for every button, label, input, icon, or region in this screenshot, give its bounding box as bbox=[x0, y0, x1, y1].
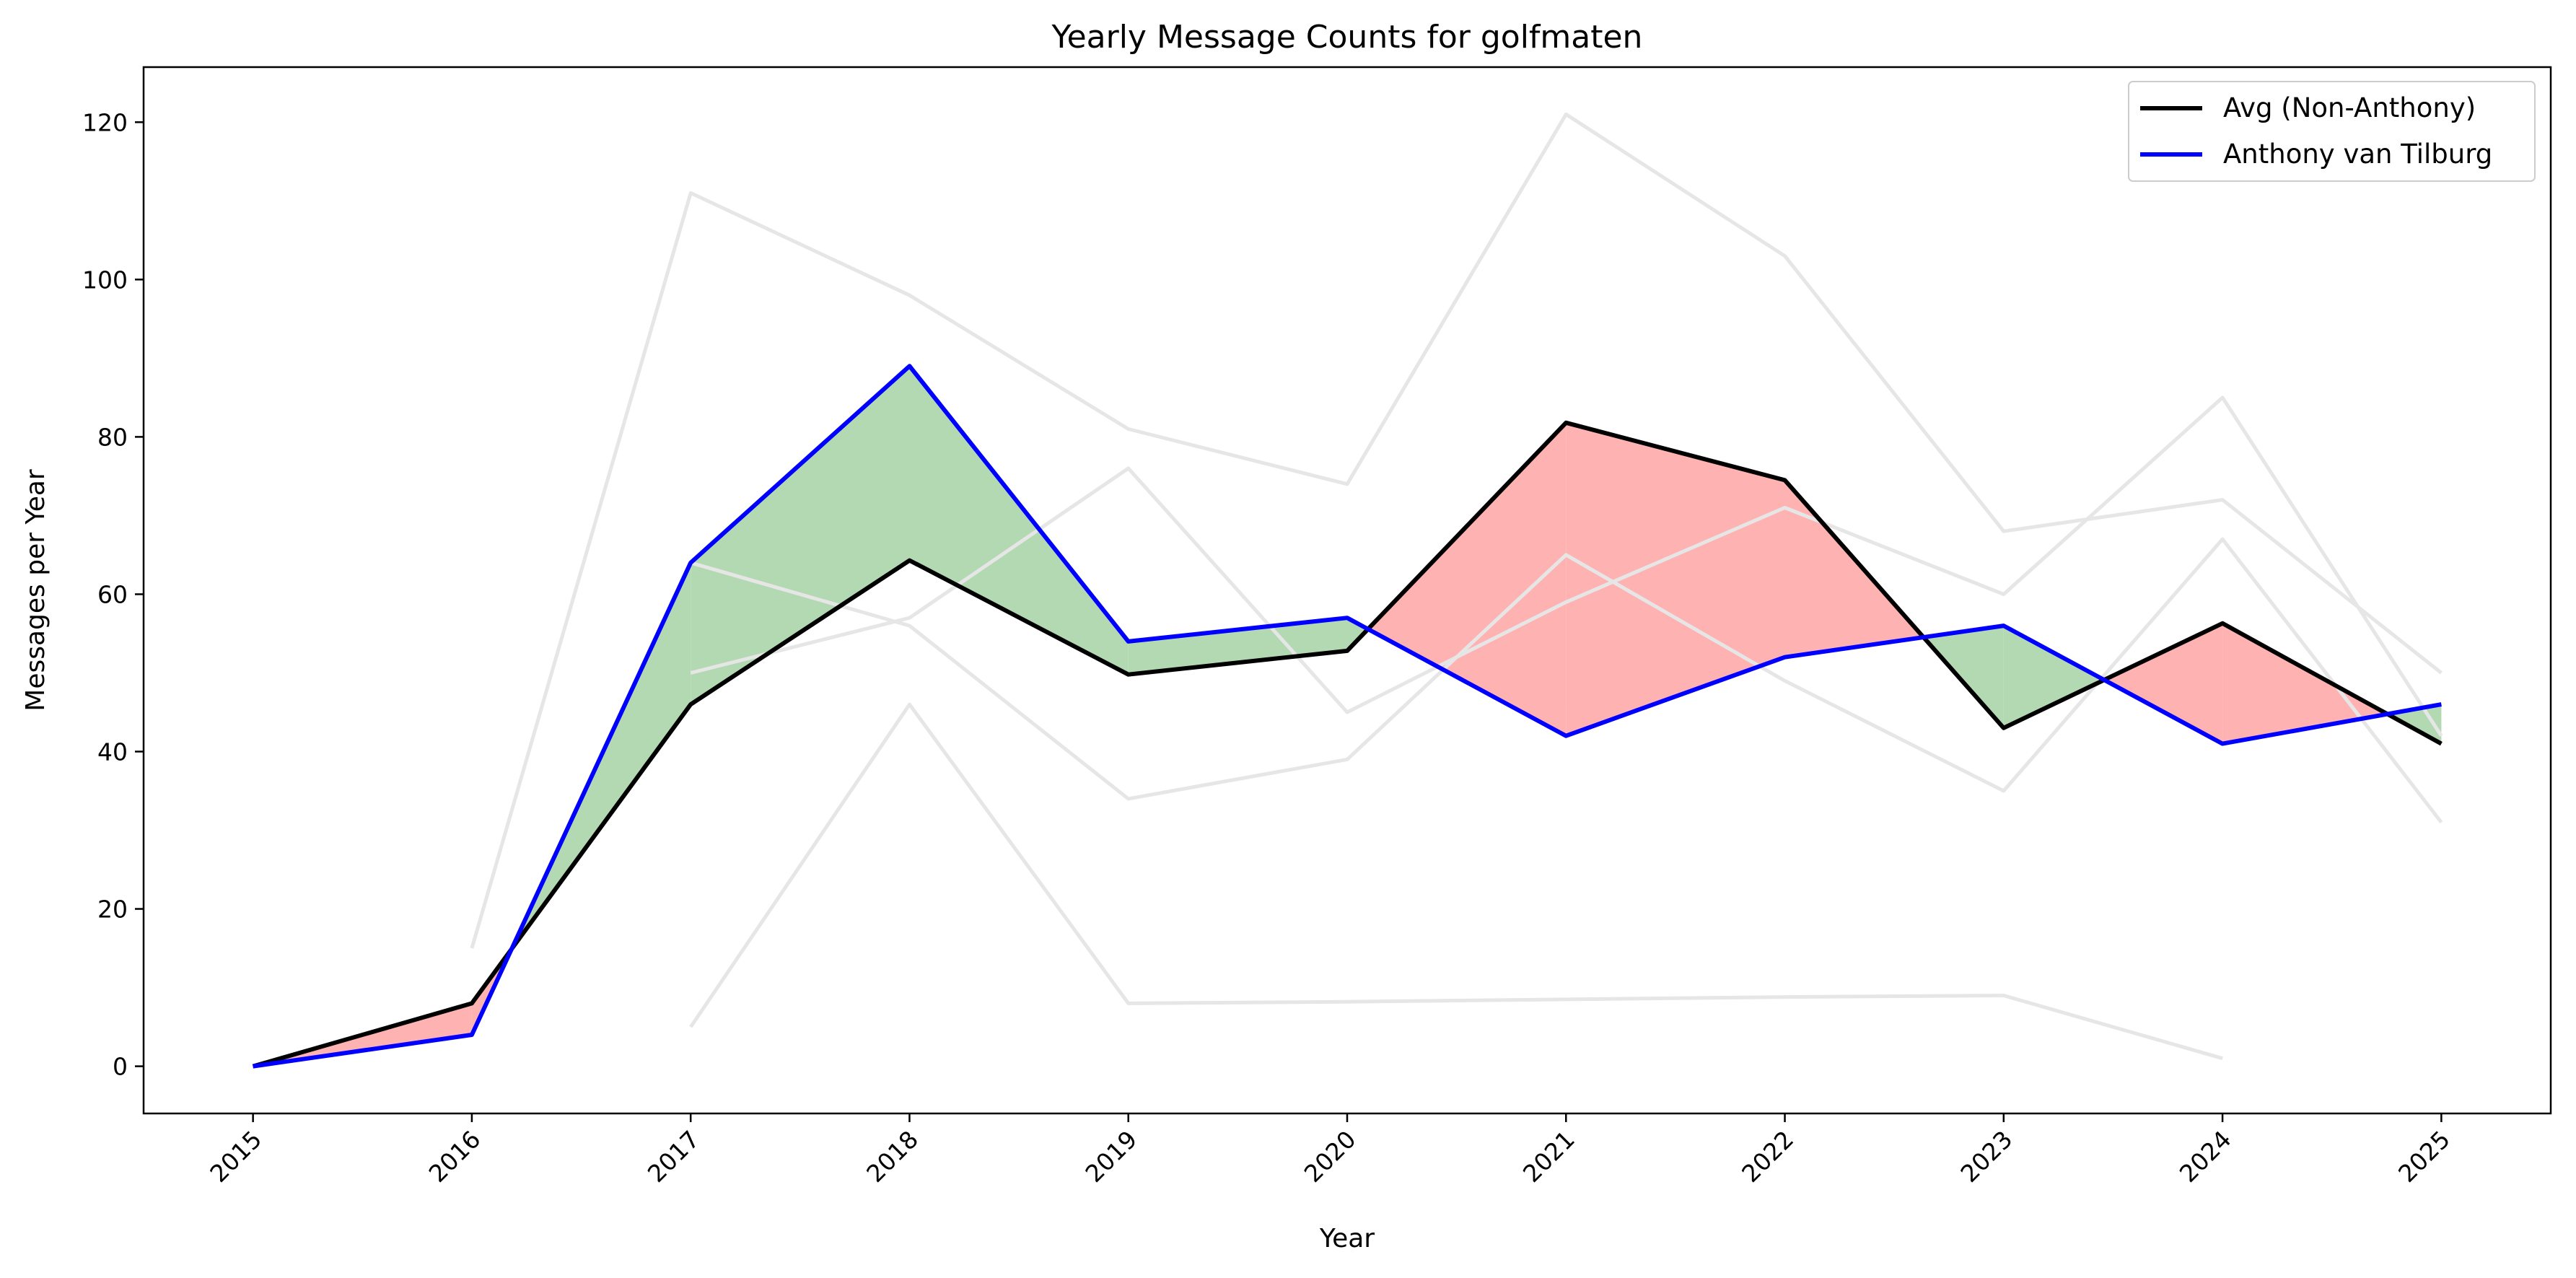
y-tick-label: 120 bbox=[82, 108, 128, 136]
chart-title: Yearly Message Counts for golfmaten bbox=[1051, 19, 1643, 56]
fill-anthony-above-avg bbox=[691, 366, 910, 705]
x-axis-ticks: 2015 2016 2017 2018 2019 2020 2021 2022 2023 2024… bbox=[204, 1113, 2455, 1188]
anthony-van-tilburg-line bbox=[253, 364, 2442, 1069]
y-tick-label: 0 bbox=[113, 1053, 128, 1081]
x-tick-label: 2018 bbox=[861, 1125, 924, 1188]
x-tick-label: 2016 bbox=[424, 1125, 486, 1188]
y-tick-label: 80 bbox=[97, 423, 128, 451]
x-tick-label: 2021 bbox=[1517, 1125, 1580, 1188]
y-tick-label: 20 bbox=[97, 896, 128, 924]
background-lines bbox=[470, 112, 2443, 1061]
x-tick-label: 2023 bbox=[1955, 1125, 2018, 1188]
legend-label-anthony: Anthony van Tilburg bbox=[2223, 139, 2492, 170]
fill-anthony-below-avg bbox=[1566, 422, 1785, 736]
difference-fills bbox=[253, 366, 2442, 1067]
fill-anthony-below-avg bbox=[1784, 480, 1924, 657]
y-tick-label: 40 bbox=[97, 738, 128, 766]
avg-non-anthony-line bbox=[252, 420, 2443, 1069]
y-axis-ticks: 0 20 40 60 80 100 120 bbox=[82, 108, 144, 1081]
x-axis-label: Year bbox=[1319, 1224, 1375, 1253]
background-member-line-1 bbox=[470, 112, 2443, 949]
fill-anthony-above-avg bbox=[909, 366, 1129, 675]
x-tick-label: 2025 bbox=[2393, 1125, 2455, 1188]
x-tick-label: 2019 bbox=[1079, 1125, 1142, 1188]
fill-anthony-below-avg bbox=[2222, 623, 2388, 744]
background-member-line-4 bbox=[689, 702, 2223, 1061]
background-member-line-2 bbox=[690, 537, 2443, 824]
legend: Avg (Non-Anthony) Anthony van Tilburg bbox=[2128, 81, 2536, 182]
fill-anthony-above-avg bbox=[1128, 618, 1347, 675]
x-tick-label: 2024 bbox=[2174, 1125, 2237, 1188]
x-tick-label: 2022 bbox=[1736, 1125, 1799, 1188]
legend-box bbox=[2128, 81, 2536, 182]
legend-label-avg: Avg (Non-Anthony) bbox=[2223, 92, 2476, 123]
main-series-lines bbox=[252, 364, 2443, 1069]
fill-anthony-below-avg bbox=[1367, 422, 1567, 736]
x-tick-label: 2017 bbox=[642, 1125, 705, 1188]
x-tick-label: 2020 bbox=[1299, 1125, 1362, 1188]
x-tick-label: 2015 bbox=[204, 1125, 267, 1188]
background-member-line-3 bbox=[690, 395, 2443, 738]
fill-anthony-below-avg bbox=[2104, 623, 2223, 744]
y-tick-label: 60 bbox=[97, 580, 128, 608]
y-tick-label: 100 bbox=[82, 266, 128, 294]
y-axis-label: Messages per Year bbox=[21, 469, 51, 712]
fill-anthony-above-avg bbox=[2003, 626, 2105, 728]
